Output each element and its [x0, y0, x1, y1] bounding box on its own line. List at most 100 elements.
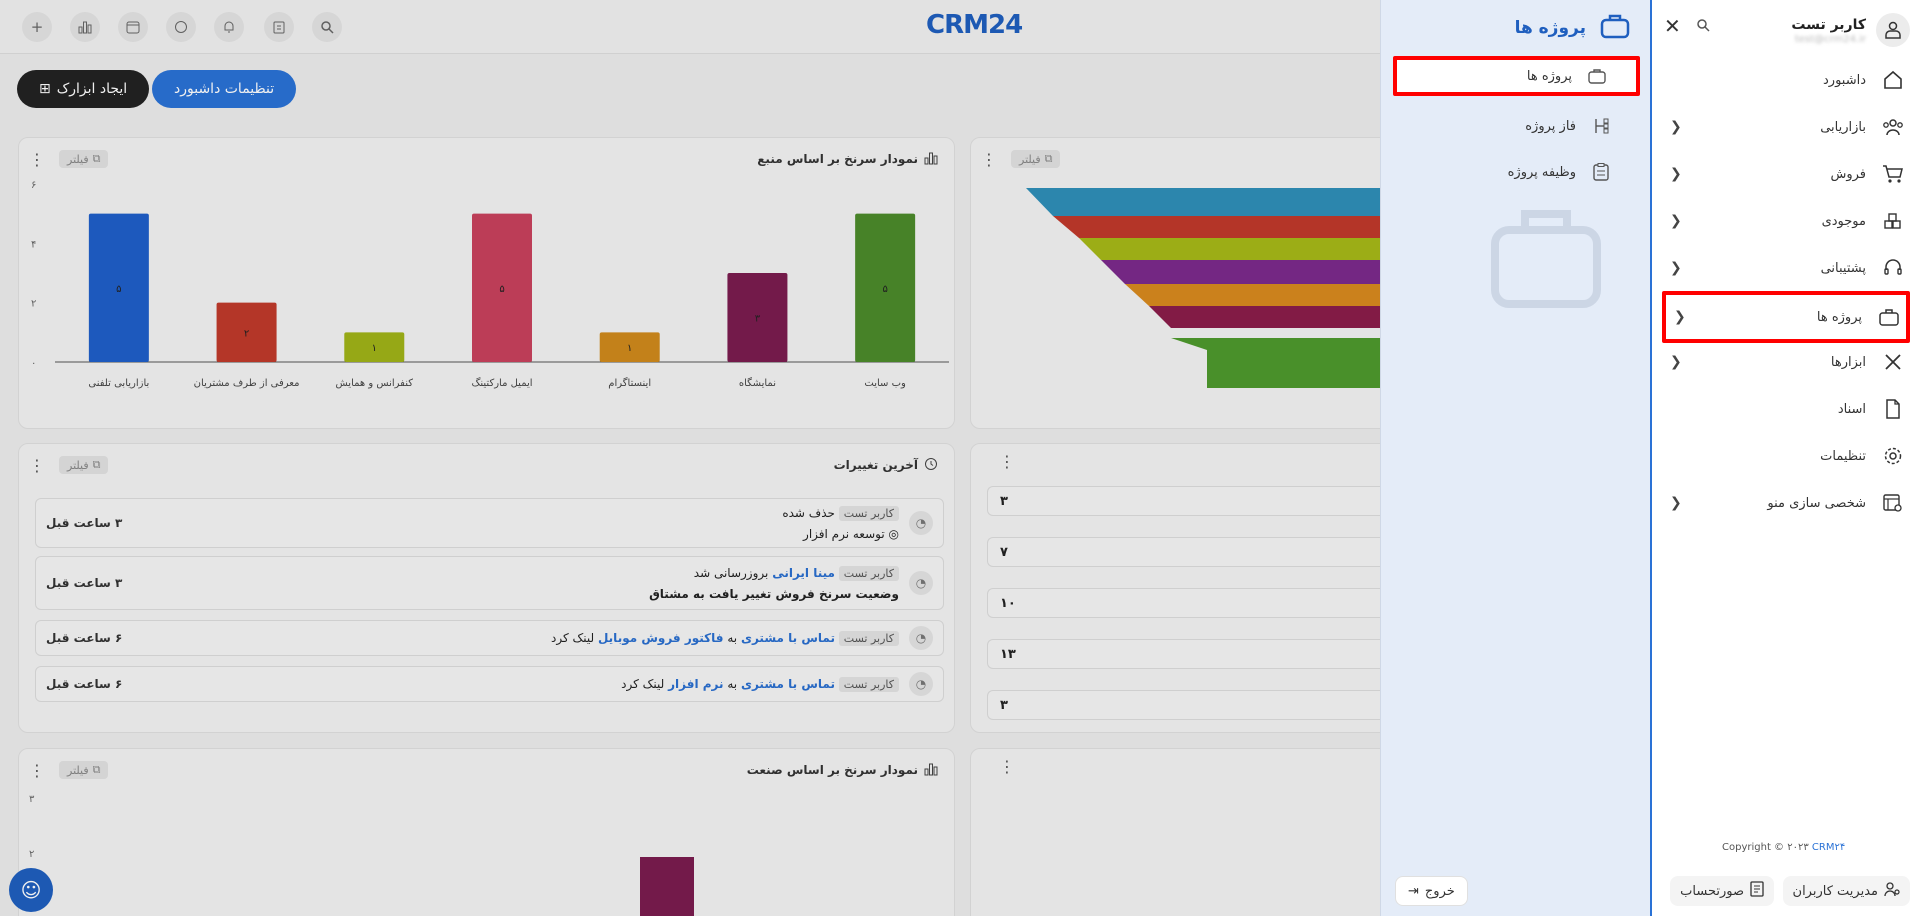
- change-row[interactable]: ◔ کاربر تست تماس با مشتری به فاکتور فروش…: [35, 620, 944, 656]
- dashboard-settings-button[interactable]: تنظیمات داشبورد: [152, 70, 297, 108]
- filter-icon: ⧉: [92, 763, 101, 776]
- search-icon[interactable]: [312, 12, 342, 42]
- sidebar-item-settings[interactable]: تنظیمات: [1662, 436, 1910, 476]
- sidebar-item-marketing[interactable]: بازاریابی ❮: [1662, 107, 1910, 147]
- category-label: نمایشگاه: [739, 377, 776, 389]
- kebab-menu-icon[interactable]: ⋮: [999, 452, 1015, 471]
- bell-icon[interactable]: [214, 12, 244, 42]
- clipboard-icon[interactable]: [264, 12, 294, 42]
- subpanel-title: پروژه ها: [1514, 18, 1586, 38]
- subpanel-item-projects[interactable]: پروژه ها: [1393, 56, 1640, 96]
- kebab-menu-icon[interactable]: ⋮: [29, 760, 45, 780]
- chart-card-industry: نمودار سرنخ بر اساس صنعت ⋮ ⧉ فیلتر ۳ ۲: [18, 748, 955, 916]
- filter-chip[interactable]: ⧉ فیلتر: [59, 456, 109, 474]
- kebab-menu-icon[interactable]: ⋮: [981, 149, 997, 169]
- filter-chip[interactable]: ⧉ فیلتر: [59, 761, 109, 779]
- category-label: وب سایت: [864, 378, 906, 389]
- chevron-left-icon[interactable]: ❮: [1670, 495, 1682, 511]
- bar: [216, 302, 277, 362]
- filter-icon: ⧉: [92, 152, 101, 165]
- users-settings-icon: [1884, 881, 1900, 901]
- change-row[interactable]: ◔ کاربر تست حذف شده ◎ توسعه نرم افزار ۳ …: [35, 498, 944, 548]
- dashboard-background: + CRM24 ⊞ ایجاد ابزارک تنظیمات داشبورد: [0, 0, 1380, 916]
- y-tick-label: ۶: [31, 180, 36, 191]
- briefcase-icon: [1876, 308, 1902, 326]
- sidebar-item-documents[interactable]: اسناد: [1662, 389, 1910, 429]
- support-fab-button[interactable]: ☺: [9, 868, 53, 912]
- chevron-left-icon[interactable]: ❮: [1670, 260, 1682, 276]
- menu-settings-icon: [1880, 493, 1906, 513]
- task-clipboard-icon: [1590, 163, 1612, 181]
- logout-icon: ⇥: [1408, 883, 1419, 899]
- invoice-button[interactable]: صورتحساب: [1670, 876, 1774, 906]
- partial-card: ⋮: [970, 748, 1380, 916]
- chevron-left-icon[interactable]: ❮: [1674, 309, 1686, 325]
- sidebar-item-menu-customization[interactable]: شخصی سازی منو ❮: [1662, 483, 1910, 523]
- number-row: ۳: [987, 486, 1380, 516]
- change-row[interactable]: ◔ کاربر تست تماس با مشتری به نرم افزار ل…: [35, 666, 944, 702]
- briefcase-icon: [1600, 13, 1630, 43]
- change-row[interactable]: ◔ کاربر تست مینا ایرانی بروزرسانی شد وضع…: [35, 556, 944, 610]
- number-row: ۱۰: [987, 588, 1380, 618]
- sidebar-item-inventory[interactable]: موجودی ❮: [1662, 201, 1910, 241]
- filter-chip[interactable]: ⧉ فیلتر: [59, 150, 109, 168]
- y-tick: ۲: [29, 849, 35, 860]
- calendar-icon[interactable]: [118, 12, 148, 42]
- kebab-menu-icon[interactable]: ⋮: [29, 455, 45, 475]
- projects-subpanel: پروژه ها پروژه ها فاز پروژه وظیفه پروژه …: [1380, 0, 1650, 916]
- bar: [599, 332, 660, 362]
- change-time: ۳ ساعت قبل: [46, 576, 123, 590]
- category-label: اینستاگرام: [608, 377, 651, 389]
- briefcase-icon: [1586, 68, 1608, 84]
- sidebar-item-sales[interactable]: فروش ❮: [1662, 154, 1910, 194]
- close-icon[interactable]: ✕: [1664, 14, 1681, 38]
- number-row: ۱۳: [987, 639, 1380, 669]
- industry-bar: [640, 857, 694, 916]
- funnel-card: ⋮ ⧉ فیلتر: [970, 137, 1380, 429]
- user-avatar-icon: ◔: [909, 571, 933, 595]
- subpanel-item-project-phase[interactable]: فاز پروژه: [1393, 106, 1640, 146]
- kebab-menu-icon[interactable]: ⋮: [999, 757, 1015, 776]
- chart-icon[interactable]: [70, 12, 100, 42]
- user-management-button[interactable]: مدیریت کاربران: [1782, 876, 1910, 906]
- kebab-menu-icon[interactable]: ⋮: [29, 149, 45, 169]
- sidebar-item-support[interactable]: پشتیبانی ❮: [1662, 248, 1910, 288]
- copyright-text: Copyright © ۲۰۲۳ CRM۲۴: [1722, 842, 1846, 853]
- target-icon: ◎: [888, 526, 899, 541]
- change-time: ۶ ساعت قبل: [46, 677, 123, 691]
- search-icon[interactable]: [1696, 18, 1710, 36]
- category-label: کنفرانس و همایش: [336, 378, 414, 389]
- subpanel-item-project-task[interactable]: وظیفه پروژه: [1393, 152, 1640, 192]
- bar-value-label: ۵: [499, 284, 504, 295]
- changes-card: آخرین تغییرات ⋮ ⧉ فیلتر ◔ کاربر تست حذف ش…: [18, 443, 955, 733]
- user-email: test@crm24.ir: [1794, 33, 1866, 45]
- chevron-left-icon[interactable]: ❮: [1670, 119, 1682, 135]
- number-row: ۷: [987, 537, 1380, 567]
- bar-chart-source: ۰ ۲ ۴ ۶ ۵ وب سایت ۳ نمایشگاه ۱ اینستاگرام ۵ ایمیل م…: [31, 180, 949, 389]
- sidebar-item-dashboard[interactable]: داشبورد: [1662, 60, 1910, 100]
- bar: [344, 332, 405, 362]
- plus-icon[interactable]: +: [22, 12, 52, 42]
- chevron-left-icon[interactable]: ❮: [1670, 213, 1682, 229]
- bar: [88, 213, 149, 362]
- chat-icon[interactable]: [166, 12, 196, 42]
- main-sidebar: کاربر تست test@crm24.ir ✕ داشبورد بازاری…: [1650, 0, 1920, 916]
- sidebar-item-projects[interactable]: پروژه ها ❮: [1662, 291, 1910, 343]
- bar-chart-icon: [924, 151, 938, 168]
- logout-button[interactable]: خروج ⇥: [1395, 876, 1468, 906]
- filter-chip[interactable]: ⧉ فیلتر: [1011, 150, 1061, 168]
- card-title: آخرین تغییرات: [833, 458, 918, 472]
- chevron-left-icon[interactable]: ❮: [1670, 354, 1682, 370]
- gear-icon: [1880, 446, 1906, 466]
- chevron-left-icon[interactable]: ❮: [1670, 166, 1682, 182]
- create-widget-button[interactable]: ⊞ ایجاد ابزارک: [17, 70, 150, 108]
- y-tick-label: ۴: [31, 239, 36, 250]
- sidebar-item-tools[interactable]: ابزارها ❮: [1662, 342, 1910, 382]
- filter-icon: ⧉: [1044, 152, 1053, 165]
- category-label: معرفی از طرف مشتریان: [194, 378, 300, 389]
- bar: [727, 273, 788, 362]
- funnel-chart: [1026, 188, 1380, 388]
- user-profile[interactable]: کاربر تست test@crm24.ir: [1662, 10, 1910, 50]
- card-title: نمودار سرنخ بر اساس منبع: [757, 152, 918, 166]
- bar-value-label: ۱: [627, 343, 632, 354]
